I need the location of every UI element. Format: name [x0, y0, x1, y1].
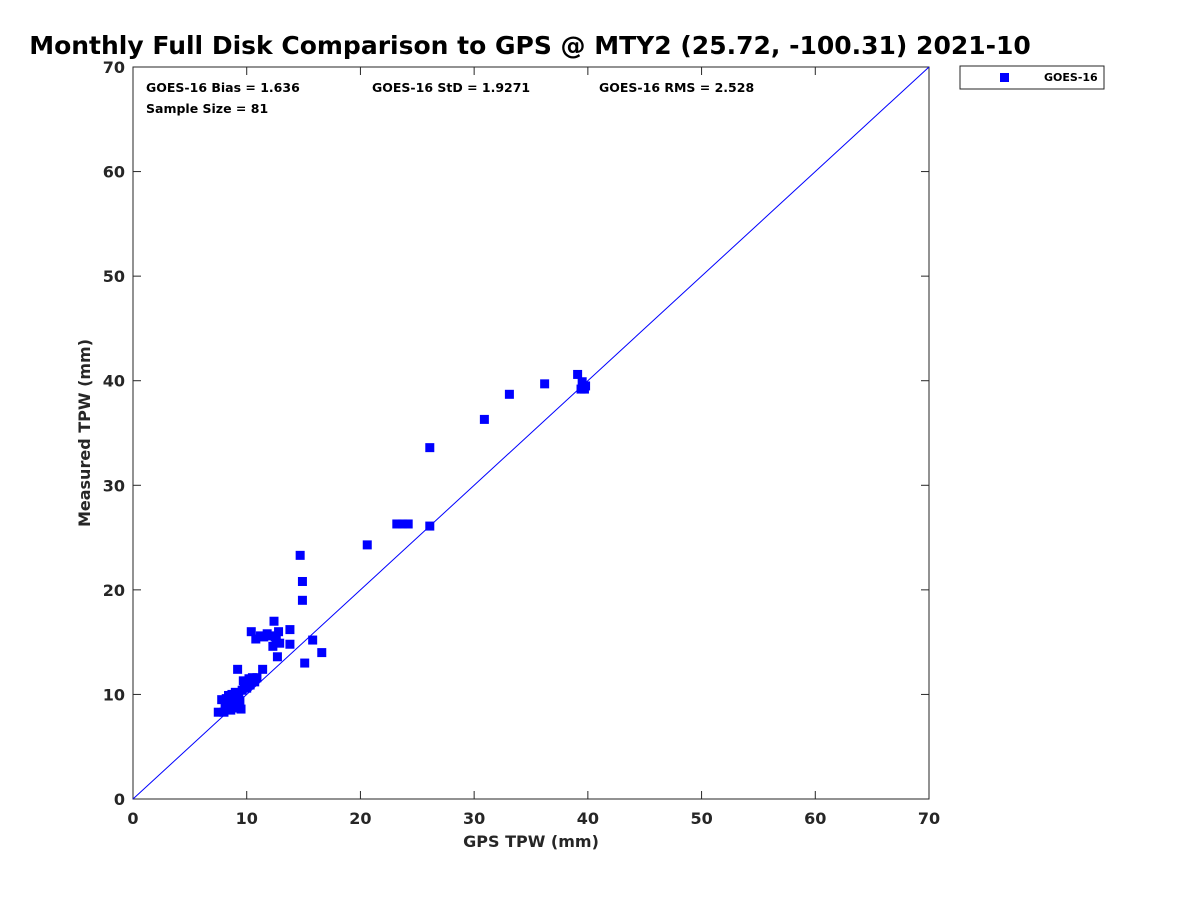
data-point	[573, 369, 583, 379]
y-tick-label: 70	[103, 58, 125, 77]
data-point	[392, 519, 402, 529]
y-tick-label: 50	[103, 267, 125, 286]
data-point	[245, 680, 255, 690]
data-point	[403, 519, 413, 529]
data-point	[317, 648, 327, 658]
axis-ticks: 0 10 20 30 40 50 60 70 0 10 20 30 40 50 60 70	[103, 58, 940, 828]
legend-marker	[1000, 73, 1009, 82]
data-point	[504, 389, 514, 399]
y-axis-label: Measured TPW (mm)	[75, 339, 94, 527]
data-point	[217, 695, 227, 705]
data-point	[540, 379, 550, 389]
x-tick-label: 20	[349, 809, 371, 828]
data-point	[581, 381, 591, 391]
x-tick-label: 50	[690, 809, 712, 828]
data-points	[213, 369, 591, 717]
data-point	[236, 704, 246, 714]
stat-rms: GOES-16 RMS = 2.528	[599, 80, 754, 95]
y-tick-label: 40	[103, 372, 125, 391]
chart-title: Monthly Full Disk Comparison to GPS @ MT…	[29, 31, 1031, 60]
data-point	[258, 664, 268, 674]
x-tick-label: 0	[127, 809, 138, 828]
x-tick-label: 40	[577, 809, 599, 828]
y-tick-label: 30	[103, 476, 125, 495]
data-point	[252, 673, 262, 683]
data-point	[251, 634, 261, 644]
x-tick-label: 30	[463, 809, 485, 828]
data-point	[235, 696, 245, 706]
stat-std: GOES-16 StD = 1.9271	[372, 80, 530, 95]
y-tick-label: 20	[103, 581, 125, 600]
data-point	[268, 641, 278, 651]
data-point	[297, 595, 307, 605]
legend-label: GOES-16	[1044, 71, 1098, 84]
data-point	[238, 676, 248, 686]
y-tick-label: 10	[103, 685, 125, 704]
data-point	[269, 616, 279, 626]
data-point	[300, 658, 310, 668]
x-axis-label: GPS TPW (mm)	[463, 832, 599, 851]
stat-bias: GOES-16 Bias = 1.636	[146, 80, 300, 95]
x-tick-label: 10	[236, 809, 258, 828]
y-tick-label: 60	[103, 163, 125, 182]
data-point	[233, 664, 243, 674]
data-point	[479, 414, 489, 424]
data-point	[246, 627, 256, 637]
data-point	[213, 707, 223, 717]
reference-line-group	[132, 66, 930, 800]
x-tick-label: 70	[918, 809, 940, 828]
data-point	[274, 627, 284, 637]
data-point	[285, 625, 295, 635]
data-point	[425, 521, 435, 531]
one-to-one-line	[132, 66, 930, 800]
x-tick-label: 60	[804, 809, 826, 828]
data-point	[362, 540, 372, 550]
legend-box	[959, 65, 1105, 90]
data-point	[285, 639, 295, 649]
y-tick-label: 0	[114, 790, 125, 809]
data-point	[297, 576, 307, 586]
data-point	[425, 443, 435, 453]
data-point	[272, 652, 282, 662]
legend: GOES-16	[959, 65, 1105, 90]
data-point	[266, 631, 276, 641]
data-point	[398, 519, 408, 529]
data-point	[295, 550, 305, 560]
data-point	[275, 638, 285, 648]
stat-sample-size: Sample Size = 81	[146, 101, 268, 116]
data-point	[308, 635, 318, 645]
